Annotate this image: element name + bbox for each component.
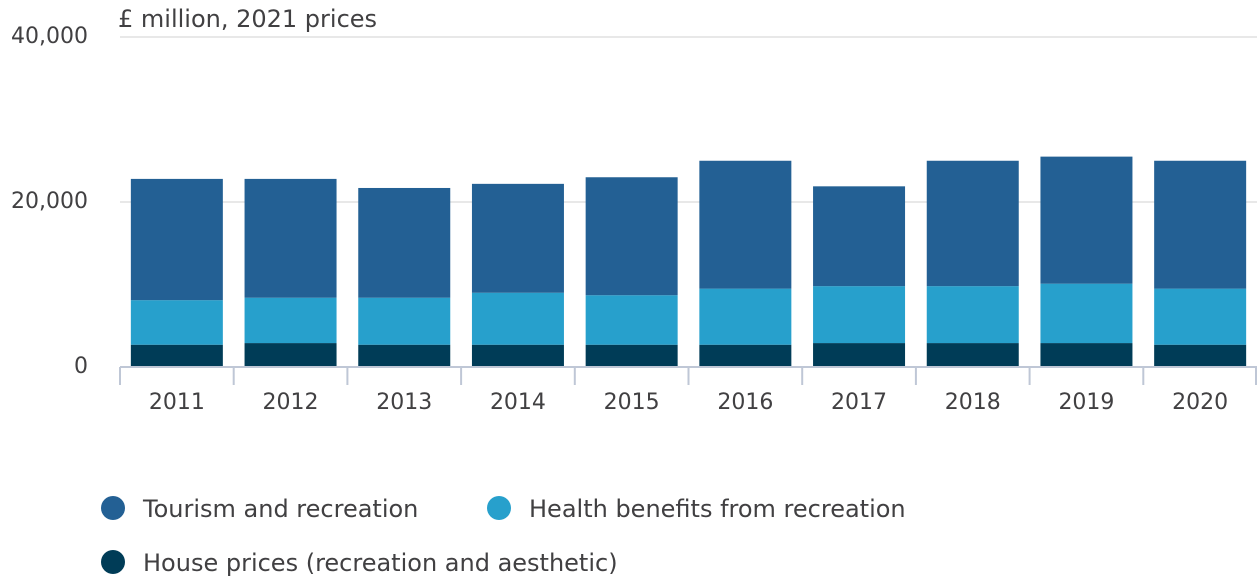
bar-segment [813, 343, 906, 367]
x-tick-label: 2016 [717, 390, 773, 415]
y-tick-label: 0 [74, 354, 88, 379]
bar-segment [926, 286, 1019, 344]
legend-swatch [101, 550, 125, 574]
bar-segment [244, 297, 337, 344]
x-tick-label: 2015 [604, 390, 660, 415]
x-tick-label: 2013 [376, 390, 432, 415]
x-tick-label: 2020 [1172, 390, 1228, 415]
bar-segment [926, 160, 1019, 287]
x-tick-label: 2014 [490, 390, 546, 415]
bar-segment [585, 344, 678, 367]
bar-segment [699, 160, 792, 289]
legend-label: Health benefits from recreation [529, 495, 906, 523]
x-tick-label: 2018 [945, 390, 1001, 415]
bar-segment [585, 295, 678, 345]
bar-segment [1040, 343, 1133, 367]
x-tick-label: 2019 [1058, 390, 1114, 415]
bar-segment [471, 292, 564, 345]
bar-segment [358, 187, 451, 298]
bar-segment [1154, 160, 1247, 289]
bar-segment [699, 344, 792, 367]
bar-segment [471, 344, 564, 367]
x-tick-label: 2011 [149, 390, 205, 415]
y-axis-label: £ million, 2021 prices [118, 5, 377, 33]
bar-segment [813, 286, 906, 344]
legend-swatch [101, 496, 125, 520]
bar-segment [130, 344, 223, 367]
bar-segment [699, 288, 792, 345]
bar-segment [130, 300, 223, 345]
bar-segment [358, 344, 451, 367]
bar-segment [1040, 283, 1133, 344]
bar-segment [244, 343, 337, 367]
bar-segment [926, 343, 1019, 367]
x-tick-label: 2012 [263, 390, 319, 415]
bar-segment [358, 297, 451, 345]
bar-segment [471, 183, 564, 293]
y-tick-label: 40,000 [11, 24, 88, 49]
bar-segment [1154, 288, 1247, 345]
y-tick-label: 20,000 [11, 189, 88, 214]
bar-segment [244, 178, 337, 298]
bar-segment [813, 186, 906, 287]
bar-segment [1040, 156, 1133, 284]
x-tick-label: 2017 [831, 390, 887, 415]
legend-label: Tourism and recreation [142, 495, 418, 523]
bar-segment [1154, 344, 1247, 367]
bar-segment [585, 177, 678, 296]
legend-label: House prices (recreation and aesthetic) [143, 549, 618, 577]
bar-segment [130, 178, 223, 301]
legend-swatch [487, 496, 511, 520]
